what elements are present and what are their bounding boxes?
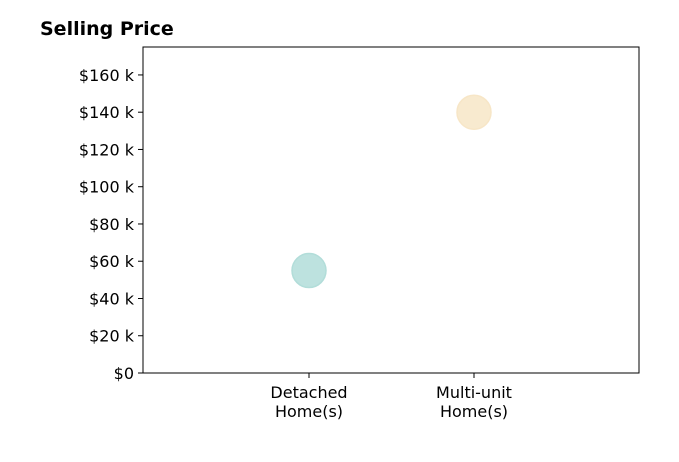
x-tick-label: Detached Home(s) — [270, 383, 347, 421]
y-tick-label: $120 k — [79, 140, 135, 159]
y-tick-label: $40 k — [89, 289, 135, 308]
y-tick-label: $60 k — [89, 252, 135, 271]
x-tick-label-line: Home(s) — [275, 402, 343, 421]
x-tick-label: Multi-unit Home(s) — [436, 383, 512, 421]
data-point — [291, 252, 327, 289]
y-tick-label: $0 — [114, 364, 134, 383]
y-axis: $0 $20 k $40 k $60 k $80 k $100 k $120 k $140 k… — [79, 66, 143, 383]
data-points — [291, 94, 492, 289]
y-tick-label: $100 k — [79, 178, 135, 197]
y-tick-label: $140 k — [79, 103, 135, 122]
x-axis: Detached Home(s)Multi-unit Home(s) — [270, 373, 512, 421]
plot-area — [142, 46, 640, 374]
x-tick-label-line: Detached — [270, 383, 347, 402]
y-tick-label: $20 k — [89, 327, 135, 346]
y-tick-label: $160 k — [79, 66, 135, 85]
y-tick-label: $80 k — [89, 215, 135, 234]
data-point — [456, 94, 492, 130]
x-tick-label-line: Home(s) — [440, 402, 508, 421]
chart-title: Selling Price — [40, 18, 174, 40]
x-tick-label-line: Multi-unit — [436, 383, 512, 402]
